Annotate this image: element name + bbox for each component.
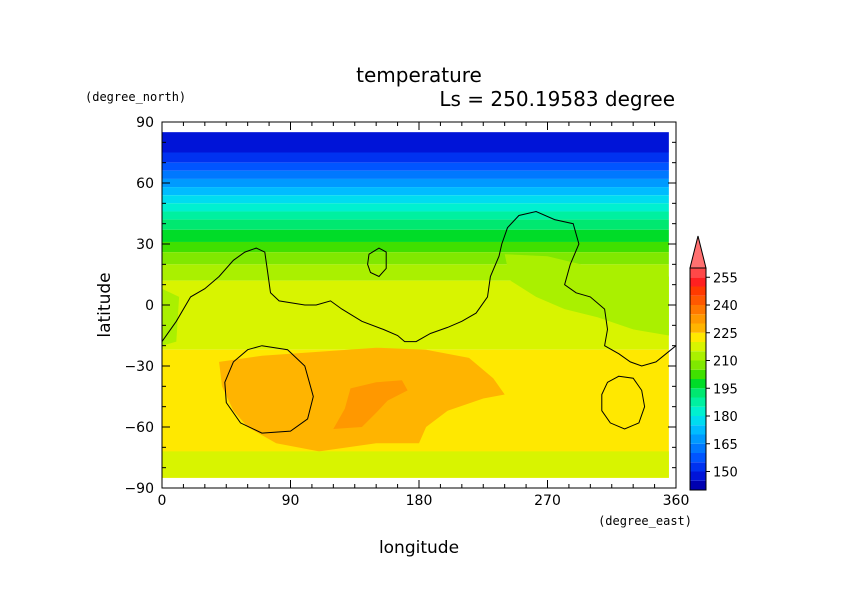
colorbar-level-10 <box>690 388 706 398</box>
colorbar-level-4 <box>690 443 706 453</box>
colorbar-level-1 <box>690 471 706 481</box>
colorbar-label: 210 <box>713 355 738 370</box>
colorbar-level-3 <box>690 453 706 463</box>
latitude-band-1 <box>162 152 669 163</box>
colorbar-level-9 <box>690 397 706 407</box>
latitude-band-9 <box>162 219 669 230</box>
x-units-label: (degree_east) <box>598 514 692 528</box>
contour-lines <box>161 210 677 434</box>
cool-southern-rim <box>162 451 669 478</box>
latitude-band-3 <box>162 170 669 179</box>
colorbar-level-19 <box>690 305 706 315</box>
y-tick-label: −30 <box>124 359 154 375</box>
latitude-band-5 <box>162 187 669 196</box>
y-axis-label: latitude <box>95 272 115 337</box>
chart-subtitle: Ls = 250.19583 degree <box>439 87 675 111</box>
colorbar-frame <box>689 267 707 491</box>
greenish-west-region <box>162 288 180 346</box>
colorbar-level-20 <box>690 295 706 305</box>
main-contour <box>161 210 677 367</box>
latitude-band-0 <box>162 132 669 153</box>
x-tick-label: 360 <box>663 493 690 509</box>
colorbar-level-16 <box>690 332 706 342</box>
colorbar-label: 195 <box>713 382 738 397</box>
colorbar-level-12 <box>690 369 706 379</box>
colorbar-label: 255 <box>713 271 738 286</box>
colorbar-level-5 <box>690 434 706 444</box>
latitude-band-10 <box>162 229 669 242</box>
latitude-band-4 <box>162 178 669 188</box>
y-units-label: (degree_north) <box>85 90 186 104</box>
colorbar-level-15 <box>690 342 706 352</box>
y-tick-label: 0 <box>145 298 154 314</box>
y-tick-label: 30 <box>136 237 154 253</box>
chart-title: temperature <box>356 63 482 87</box>
latitude-band-12 <box>162 252 669 265</box>
x-tick-label: 90 <box>282 493 300 509</box>
colorbar-level-17 <box>690 323 706 333</box>
latitude-band-11 <box>162 241 669 253</box>
x-tick-label: 270 <box>534 493 561 509</box>
colorbar-label: 225 <box>713 327 738 342</box>
colorbar-level-6 <box>690 425 706 435</box>
colorbar-level-2 <box>690 462 706 472</box>
plot-frame: 0 90 180 270 360 90 60 30 0 −30 −60 −90 <box>124 115 689 509</box>
x-tick-label: 180 <box>406 493 433 509</box>
colorbar-level-8 <box>690 406 706 416</box>
colorbar-label: 180 <box>713 410 738 425</box>
y-tick-label: 90 <box>136 115 154 131</box>
colorbar-extend-triangle <box>689 235 707 269</box>
plot-area <box>162 132 669 478</box>
latitude-band-2 <box>162 162 669 171</box>
west-loop-contour <box>224 345 314 434</box>
small-loop-contour <box>367 247 387 278</box>
colorbar-label: 150 <box>713 466 738 481</box>
colorbar-level-7 <box>690 416 706 426</box>
colorbar-level-23 <box>690 268 706 278</box>
latitude-band-8 <box>162 211 669 220</box>
east-loop-contour <box>601 375 646 430</box>
x-axis-label: longitude <box>379 538 459 558</box>
colorbar-level-14 <box>690 351 706 361</box>
y-tick-label: −60 <box>124 420 154 436</box>
colorbar-level-22 <box>690 277 706 287</box>
colorbar-level-0 <box>690 480 706 490</box>
y-tick-label: 60 <box>136 176 154 192</box>
latitude-band-6 <box>162 195 669 204</box>
colorbar-label: 240 <box>713 299 738 314</box>
colorbar-level-11 <box>690 379 706 389</box>
colorbar-level-18 <box>690 314 706 324</box>
colorbar-label: 165 <box>713 438 738 453</box>
greenish-east-region <box>504 254 669 336</box>
colorbar-level-21 <box>690 286 706 296</box>
latitude-band-7 <box>162 203 669 212</box>
y-tick-label: −90 <box>124 481 154 497</box>
colorbar: 255 240 225 210 195 180 165 150 <box>689 235 738 491</box>
colorbar-level-13 <box>690 360 706 370</box>
warm-core <box>333 380 408 429</box>
x-tick-label: 0 <box>158 493 167 509</box>
